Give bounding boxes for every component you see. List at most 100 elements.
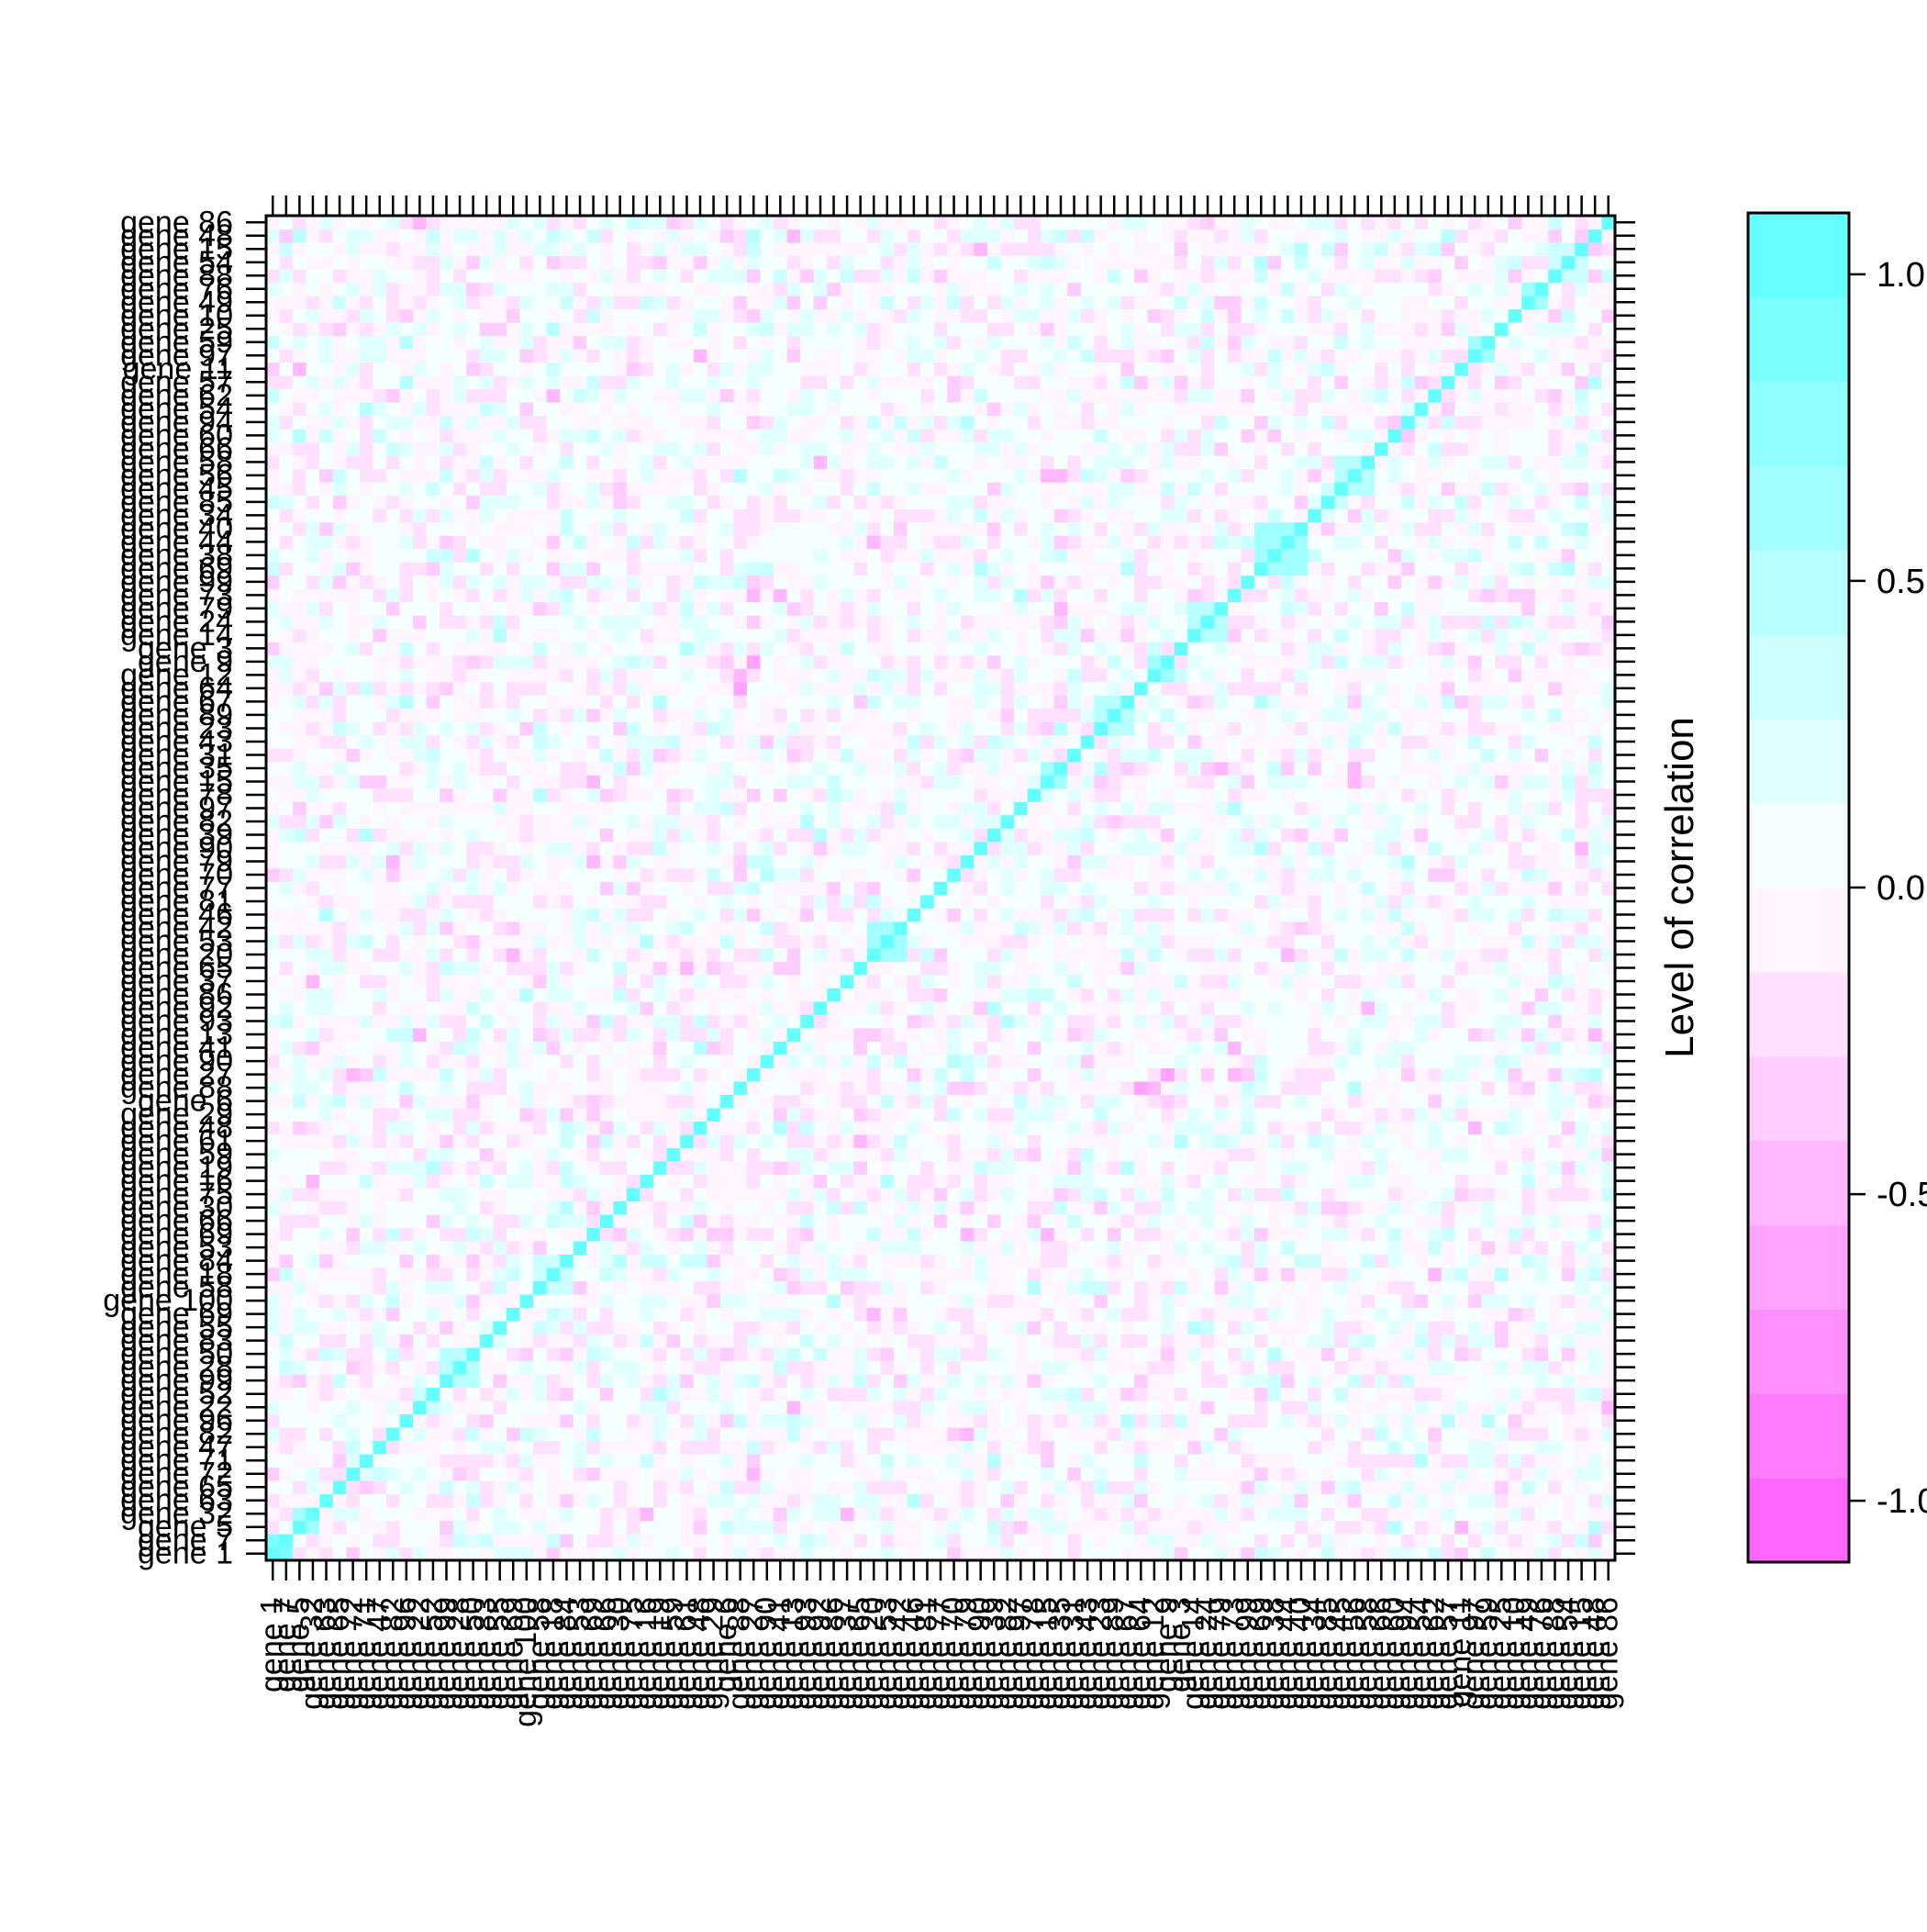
heatmap-cell — [1000, 1147, 1015, 1162]
heatmap-cell — [1094, 1520, 1108, 1535]
heatmap-cell — [1467, 961, 1483, 976]
heatmap-cell — [479, 1121, 495, 1135]
heatmap-cell — [1334, 1360, 1349, 1375]
heatmap-cell — [493, 1240, 507, 1255]
heatmap-cell — [586, 988, 601, 1002]
heatmap-cell — [1495, 1493, 1509, 1508]
heatmap-cell — [1214, 1147, 1229, 1162]
heatmap-cell — [1521, 1506, 1536, 1522]
heatmap-cell — [1094, 1373, 1108, 1389]
heatmap-cell — [1227, 908, 1242, 922]
heatmap-cell — [266, 1014, 281, 1029]
heatmap-cell — [493, 1520, 507, 1535]
heatmap-cell — [279, 1387, 294, 1402]
heatmap-cell — [452, 1520, 467, 1535]
heatmap-cell — [1200, 934, 1215, 949]
heatmap-cell — [426, 1400, 440, 1415]
heatmap-cell — [1361, 1360, 1376, 1375]
heatmap-cell — [293, 1493, 307, 1508]
heatmap-cell — [1027, 1041, 1041, 1055]
heatmap-cell — [1080, 1320, 1095, 1335]
heatmap-cell — [599, 1373, 615, 1389]
heatmap-cell — [774, 1280, 788, 1295]
heatmap-cell — [266, 1320, 281, 1335]
heatmap-cell — [306, 1054, 320, 1068]
heatmap-cell — [1361, 1201, 1376, 1215]
heatmap-cell — [960, 1280, 975, 1295]
heatmap-cell — [1334, 1067, 1349, 1082]
heatmap-cell — [426, 961, 440, 976]
heatmap-cell — [293, 1014, 307, 1029]
heatmap-cell — [693, 1213, 707, 1228]
heatmap-cell — [1320, 1174, 1335, 1189]
heatmap-cell — [680, 1080, 695, 1095]
heatmap-cell — [1267, 1346, 1282, 1362]
heatmap-cell — [813, 1227, 828, 1242]
heatmap-cell — [346, 1134, 361, 1148]
heatmap-cell — [440, 1453, 454, 1469]
heatmap-cell — [1414, 1094, 1429, 1109]
heatmap-cell — [1375, 961, 1389, 976]
heatmap-cell — [894, 1107, 908, 1122]
heatmap-cell — [1294, 1147, 1309, 1162]
heatmap-cell — [1467, 1293, 1483, 1308]
heatmap-cell — [346, 988, 361, 1002]
heatmap-cell — [1120, 1160, 1135, 1175]
heatmap-cell — [786, 1533, 801, 1548]
heatmap-cell — [533, 1373, 548, 1389]
heatmap-cell — [385, 934, 401, 949]
heatmap-cell — [426, 1440, 440, 1455]
heatmap-cell — [319, 1280, 334, 1295]
heatmap-cell — [466, 1107, 481, 1122]
heatmap-cell — [1214, 1293, 1229, 1308]
heatmap-cell — [1508, 1267, 1522, 1281]
heatmap-cell — [1134, 1041, 1149, 1055]
heatmap-cell — [613, 1533, 628, 1548]
heatmap-cell — [1147, 1014, 1162, 1029]
heatmap-cell — [1200, 1147, 1215, 1162]
heatmap-cell — [519, 1147, 534, 1162]
heatmap-cell — [894, 921, 908, 935]
heatmap-cell — [653, 1213, 668, 1228]
heatmap-cell — [1241, 934, 1255, 949]
heatmap-cell — [399, 1533, 414, 1548]
heatmap-cell — [1587, 1360, 1603, 1375]
heatmap-cell — [1587, 1201, 1603, 1215]
heatmap-cell — [666, 1387, 681, 1402]
heatmap-cell — [653, 1067, 668, 1082]
heatmap-cell — [1375, 1400, 1389, 1415]
heatmap-cell — [1467, 908, 1483, 922]
heatmap-cell — [947, 1267, 962, 1281]
heatmap-cell — [293, 1187, 307, 1201]
heatmap-cell — [332, 1400, 347, 1415]
heatmap-cell — [746, 1000, 762, 1015]
heatmap-cell — [546, 1201, 561, 1215]
heatmap-cell — [546, 921, 561, 935]
heatmap-cell — [1080, 1147, 1095, 1162]
heatmap-cell — [1000, 1134, 1015, 1148]
heatmap-cell — [760, 1440, 774, 1455]
heatmap-cell — [479, 1267, 495, 1281]
heatmap-cell — [1534, 1147, 1549, 1162]
heatmap-cell — [1334, 1094, 1349, 1109]
heatmap-cell — [1053, 1307, 1068, 1322]
heatmap-cell — [1495, 1134, 1509, 1148]
heatmap-cell — [399, 1346, 414, 1362]
heatmap-cell — [866, 1201, 882, 1215]
heatmap-cell — [599, 908, 615, 922]
heatmap-cell — [346, 908, 361, 922]
heatmap-cell — [1361, 1134, 1376, 1148]
heatmap-cell — [586, 1054, 601, 1068]
heatmap-cell — [1053, 1000, 1068, 1015]
heatmap-cell — [426, 1387, 440, 1402]
heatmap-cell — [586, 1041, 601, 1055]
heatmap-cell — [894, 1054, 908, 1068]
heatmap-cell — [653, 988, 668, 1002]
heatmap-cell — [1134, 1293, 1149, 1308]
heatmap-cell — [1107, 1187, 1122, 1201]
heatmap-cell — [1481, 1213, 1496, 1228]
heatmap-cell — [974, 921, 988, 935]
heatmap-cell — [546, 1267, 561, 1281]
heatmap-cell — [440, 1147, 454, 1162]
heatmap-cell — [332, 1041, 347, 1055]
